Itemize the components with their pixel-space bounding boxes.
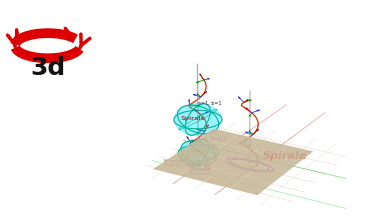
- Text: 3d: 3d: [30, 56, 65, 80]
